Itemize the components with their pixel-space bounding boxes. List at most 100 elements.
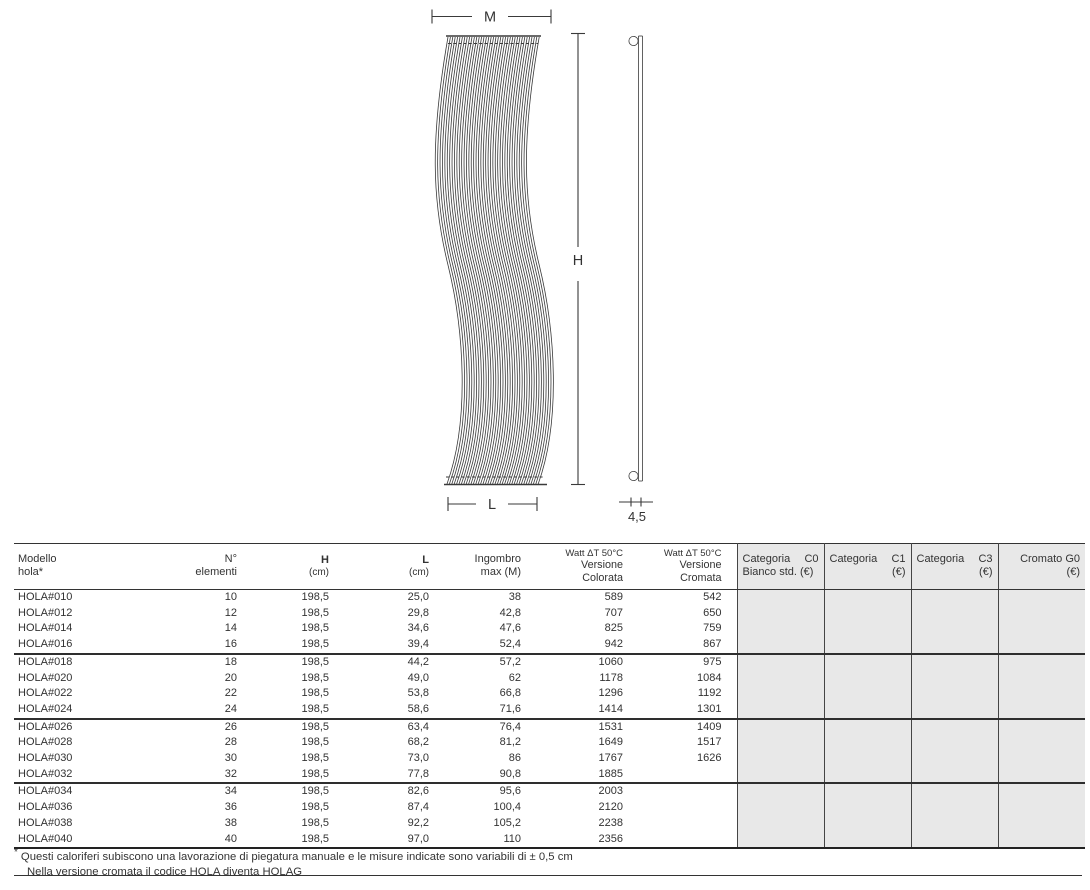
cell-c0 [736, 637, 824, 655]
cell-ingombro: 71,6 [431, 701, 523, 720]
cell-l: 97,0 [331, 831, 431, 850]
col-header-watt-colorata: Watt ΔT 50°C Versione Colorata [523, 543, 625, 590]
cell-c3 [910, 751, 998, 767]
cell-c1 [823, 718, 911, 736]
dim-depth-label: 4,5 [628, 509, 646, 524]
cell-watt_cromata: 1517 [697, 736, 722, 749]
cell-c0 [736, 701, 824, 720]
dimension-L: L [447, 497, 538, 513]
cell-c1 [823, 800, 911, 816]
cell-elementi: 38 [224, 816, 237, 829]
dim-l-label: L [488, 497, 496, 513]
cell-ingombro: 66,8 [499, 687, 521, 700]
cell-elementi: 36 [224, 801, 237, 814]
cell-c0 [736, 766, 824, 785]
cell-c0 [736, 621, 824, 638]
table-row: HOLA#038 38 198,5 92,2 105,2 2238 [14, 815, 1085, 832]
cell-watt_colorata: 1296 [598, 687, 623, 700]
cell-watt_cromata [625, 766, 737, 785]
col-header-watt-cromata: Watt ΔT 50°C Versione Cromata [625, 543, 737, 590]
cell-elementi: 24 [164, 701, 239, 720]
cell-c3 [910, 621, 998, 638]
footnotes: * Questi caloriferi subiscono una lavoraz… [14, 845, 1082, 880]
cell-l: 49,0 [407, 671, 429, 684]
cell-g0 [997, 800, 1085, 816]
cell-c0 [736, 815, 824, 832]
cell-watt_colorata: 1649 [598, 736, 623, 749]
cell-modello: HOLA#016 [14, 637, 164, 655]
cell-watt_cromata: 1301 [625, 701, 737, 720]
cell-watt_colorata: 1531 [598, 720, 623, 733]
cell-l: 34,6 [407, 622, 429, 635]
cell-c1 [823, 815, 911, 832]
cell-g0 [997, 701, 1085, 720]
cell-h: 198,5 [301, 816, 329, 829]
cell-g0 [997, 670, 1085, 687]
col-header-elementi: N° elementi [164, 543, 239, 590]
radiator-tubes [434, 36, 554, 485]
cell-c0 [736, 718, 824, 736]
cell-g0 [997, 621, 1085, 638]
cell-l: 25,0 [407, 591, 429, 603]
cell-c1 [823, 670, 911, 687]
cell-h: 198,5 [239, 701, 331, 720]
cell-watt_colorata: 942 [523, 637, 625, 655]
bottom-fitting-circle [628, 470, 639, 481]
cell-c1 [823, 589, 911, 606]
cell-modello: HOLA#014 [18, 622, 73, 635]
table-row: HOLA#032 32 198,5 77,8 90,8 1885 [14, 766, 1085, 785]
cell-watt_cromata [625, 816, 737, 832]
cell-watt_colorata: 825 [604, 622, 623, 635]
cell-ingombro: 57,2 [499, 655, 521, 668]
cell-elementi: 26 [224, 720, 237, 733]
cell-watt_cromata [625, 831, 737, 850]
footnote-1: * Questi caloriferi subiscono una lavoraz… [14, 847, 573, 863]
cell-g0 [997, 751, 1085, 767]
cell-watt_colorata: 1767 [598, 752, 623, 765]
cell-c1 [823, 766, 911, 785]
cell-h: 198,5 [301, 736, 329, 749]
cell-c1 [823, 831, 911, 850]
table-row: HOLA#028 28 198,5 68,2 81,2 1649 1517 [14, 735, 1085, 752]
cell-g0 [997, 718, 1085, 736]
cell-c3 [910, 589, 998, 606]
cell-c3 [910, 735, 998, 752]
cell-modello: HOLA#040 [14, 831, 164, 850]
cell-watt_colorata: 2120 [598, 801, 623, 814]
cell-c0 [736, 605, 824, 622]
table-row: HOLA#016 16 198,5 39,4 52,4 942 867 [14, 637, 1085, 655]
cell-ingombro: 100,4 [493, 801, 521, 814]
cell-watt_colorata: 1414 [523, 701, 625, 720]
cell-g0 [997, 589, 1085, 606]
cell-c3 [910, 637, 998, 655]
radiator-manifolds [444, 35, 547, 486]
cell-watt_cromata: 867 [625, 637, 737, 655]
cell-c1 [823, 701, 911, 720]
table-row: HOLA#010 10 198,5 25,0 38 589 542 [14, 589, 1085, 606]
cell-elementi: 40 [164, 831, 239, 850]
cell-ingombro: 81,2 [499, 736, 521, 749]
cell-ingombro: 76,4 [499, 720, 521, 733]
cell-modello: HOLA#012 [18, 606, 73, 619]
col-header-h: H (cm) [239, 543, 331, 590]
cell-l: 44,2 [407, 655, 429, 668]
dimension-H: H [571, 32, 585, 486]
cell-ingombro: 38 [508, 591, 521, 603]
cell-modello: HOLA#034 [18, 785, 73, 798]
cell-g0 [997, 815, 1085, 832]
table-row: HOLA#026 26 198,5 63,4 76,4 1531 1409 [14, 718, 1085, 736]
cell-watt_cromata: 759 [703, 622, 722, 635]
cell-h: 198,5 [301, 671, 329, 684]
cell-h: 198,5 [301, 801, 329, 814]
cell-elementi: 34 [224, 785, 237, 798]
cell-elementi: 14 [224, 622, 237, 635]
cell-h: 198,5 [239, 637, 331, 655]
cell-ingombro: 110 [431, 831, 523, 850]
col-header-ingombro: Ingombro max (M) [431, 543, 523, 590]
cell-elementi: 20 [224, 671, 237, 684]
col-header-categoria-c0: Categoria C0 Bianco std. (€) [736, 543, 824, 590]
top-fitting-circle [628, 36, 639, 47]
cell-watt_cromata: 1626 [697, 752, 722, 765]
cell-watt_cromata: 1192 [697, 687, 722, 700]
